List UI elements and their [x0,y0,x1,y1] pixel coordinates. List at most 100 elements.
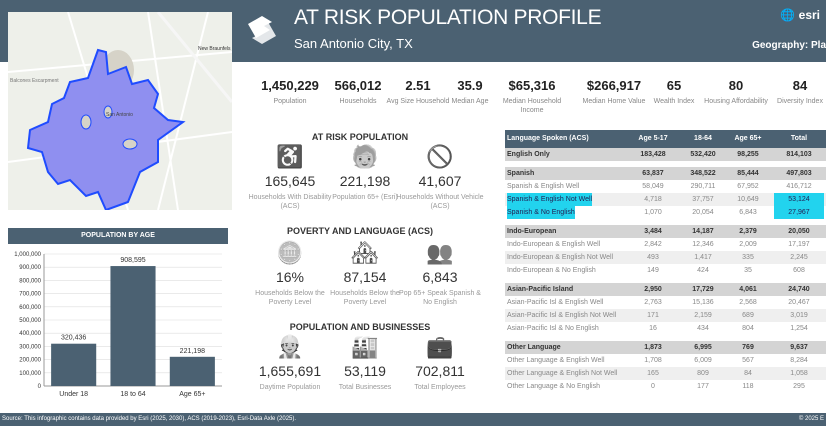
bar [51,343,97,386]
section-title: POVERTY AND LANGUAGE (ACS) [286,226,433,236]
table-header: Language Spoken (ACS) Age 5-17 18-64 Age 65… [505,130,826,148]
indicator: 🚫 41,607 Households Without Vehicle (ACS) [395,144,485,211]
stat-label: Wealth Index [653,98,695,105]
indicator-value: 702,811 [415,363,465,379]
table-cell: 2,842 [644,241,662,248]
table-row: English Only 183,428 532,420 98,255 814,103 [505,148,826,161]
indicator: 👷 1,655,691 Daytime Population [245,334,335,392]
row-label: Asian-Pacific Island [507,286,574,293]
stat-label: Households [339,98,377,105]
table-cell: 53,124 [774,193,824,206]
table-cell: 1,708 [644,357,662,364]
stat-item: 566,012 Households [323,78,393,106]
table-cell: 4,061 [739,286,757,293]
table-cell: Age 5-17 [638,135,668,142]
table-cell: 118 [742,383,754,390]
stat-value: 566,012 [334,78,382,93]
map[interactable]: New Braunfels Balcones Escarpment San An… [8,12,232,210]
table-cell: 1,873 [644,344,662,351]
indicator-label: Total Employees [414,384,466,391]
indicator: 🧓 221,198 Population 65+ (Esri) [320,144,410,202]
x-tick-label: Under 18 [59,391,88,398]
indicator-label: Households With Disability (ACS) [248,194,332,210]
stat-value: 80 [728,78,744,93]
table-cell: 8,284 [790,357,808,364]
row-label: Indo-European [507,228,557,235]
table-cell: 2,763 [644,299,662,306]
table-row: Spanish & English Not Well 4,718 37,757 10,… [505,193,826,206]
table-cell: 177 [697,383,709,390]
table-cell: 532,420 [690,151,716,158]
indicator: 🏭 53,119 Total Businesses [320,334,410,392]
indicator: 💼 702,811 Total Employees [395,334,485,392]
stat-label: Housing Affordability [704,98,768,105]
stat-label: Population [273,98,307,105]
section-title: AT RISK POPULATION [311,132,409,142]
table-row: Indo-European & English Well 2,842 12,346 2… [505,238,826,251]
row-label: Other Language & English Not Well [507,370,618,377]
row-label: Spanish & No English [507,206,575,219]
stat-value: 2.51 [405,78,431,93]
table-cell: 689 [742,312,754,319]
y-tick-label: 300,000 [19,344,41,350]
stat-item: 65 Wealth Index [639,78,709,106]
factory-icon: 🏭 [351,334,379,359]
briefcase-icon: 💼 [426,334,454,359]
row-label: Spanish [507,170,535,177]
stat-item: 80 Housing Affordability [701,78,771,106]
table-cell: 0 [651,383,655,390]
row-label: Language Spoken (ACS) [507,135,589,142]
row-label: Asian-Pacific Isl & English Well [507,299,604,306]
geography-label: Geography: Pla [752,40,826,51]
table-cell: 1,417 [694,254,712,261]
stat-item: $65,316 Median Household Income [497,78,567,115]
table-cell: 290,711 [690,183,716,190]
table-row: Other Language & No English 0 177 118 295 [505,380,826,393]
indicator-value: 16% [275,269,305,285]
coins-icon: 🪙 [276,240,304,265]
table-cell: 14,187 [692,228,714,235]
table-cell: Total [790,135,808,142]
table-cell: 3,019 [790,312,808,319]
y-tick-label: 700,000 [19,292,41,298]
page-subtitle: San Antonio City, TX [294,36,413,51]
y-tick-label: 0 [38,384,42,390]
table-cell: 2,009 [739,241,757,248]
people-icon: 👥 [426,240,454,265]
helping-hands-logo-icon [248,16,276,44]
indicator-value: 87,154 [343,269,387,285]
table-row: Other Language & English Not Well 165 809 8… [505,367,826,380]
x-tick-label: Age 65+ [179,391,205,398]
y-tick-label: 400,000 [19,331,41,337]
table-row: Spanish & No English 1,070 20,054 6,843 27,9… [505,206,826,219]
table-cell: 98,255 [737,151,759,158]
table-cell: 37,757 [692,196,714,203]
indicator-label: Pop 65+ Speak Spanish & No English [399,290,481,306]
x-tick-label: 18 to 64 [120,391,145,398]
table-cell: 295 [793,383,805,390]
stat-value: 35.9 [457,78,483,93]
table-cell: 171 [647,312,659,319]
stat-label: Median Age [451,98,489,105]
table-cell: 67,952 [737,183,759,190]
table-row: Other Language & English Well 1,708 6,009 5… [505,354,826,367]
table-row: Asian-Pacific Isl & English Well 2,763 15,… [505,296,826,309]
table-cell: 165 [647,370,659,377]
indicator-value: 41,607 [418,173,462,189]
esri-logo: 🌐 esri [780,8,820,22]
stat-value: 84 [792,78,808,93]
row-label: Asian-Pacific Isl & English Not Well [507,312,617,319]
table-cell: 63,837 [642,170,664,177]
table-cell: 6,843 [739,209,757,216]
row-label: Indo-European & English Well [507,241,601,248]
table-cell: 608 [793,267,805,274]
bar [110,266,156,386]
table-row: Indo-European & English Not Well 493 1,417… [505,251,826,264]
indicator-value: 53,119 [344,363,386,379]
table-cell: 814,103 [786,151,812,158]
table-cell: 20,467 [788,299,810,306]
table-cell: 20,054 [692,209,714,216]
table-cell: 493 [647,254,659,261]
y-tick-label: 1,000,000 [14,252,41,258]
stat-item: 35.9 Median Age [435,78,505,106]
